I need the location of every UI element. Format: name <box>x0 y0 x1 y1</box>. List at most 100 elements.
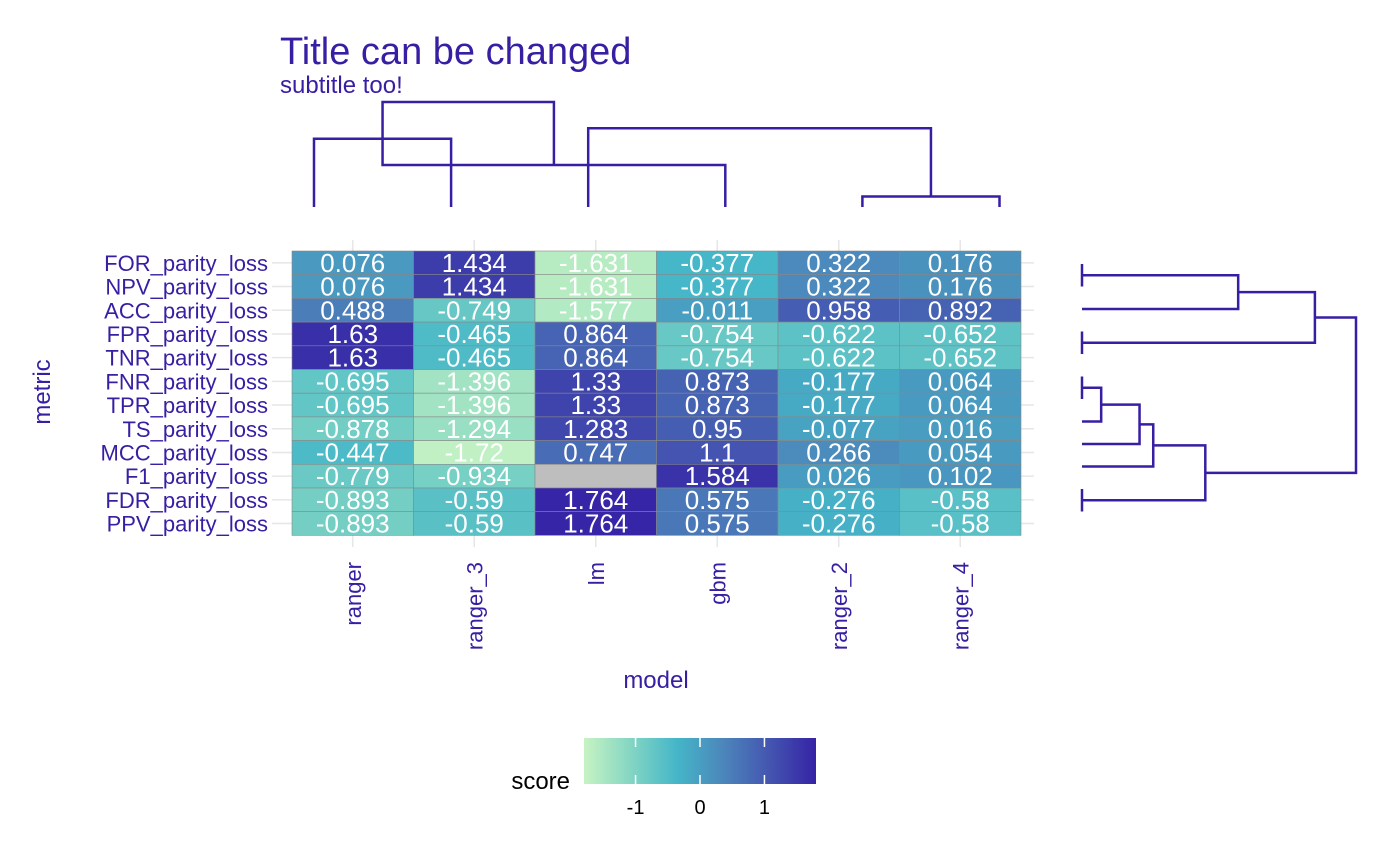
cell-value-label: -1.396 <box>437 366 511 396</box>
y-tick-label: MCC_parity_loss <box>101 440 269 465</box>
dendrogram-branch <box>586 127 933 207</box>
x-tick-label: lm <box>584 562 609 585</box>
cell-value-label: -0.779 <box>316 461 390 491</box>
cell-value-label: -0.011 <box>681 295 753 325</box>
cell-value-label: -0.622 <box>802 343 876 373</box>
cell-value-label: 0.864 <box>563 319 628 349</box>
dendrogram-branch <box>1082 403 1141 446</box>
y-axis-title: metric <box>29 359 56 424</box>
x-axis-title: model <box>623 667 688 694</box>
cell-value-label: 1.63 <box>327 319 378 349</box>
legend-title: score <box>511 768 570 795</box>
y-tick-label: ACC_parity_loss <box>104 298 268 323</box>
dendrogram-branch <box>1082 274 1240 311</box>
cell-value-label: -0.377 <box>680 248 754 278</box>
chart-subtitle: subtitle too! <box>280 72 403 99</box>
cell-value-label: -0.934 <box>437 461 511 491</box>
y-tick-label: F1_parity_loss <box>125 464 268 489</box>
cell-value-label: -1.396 <box>437 390 511 420</box>
cell-value-label: -0.622 <box>802 319 876 349</box>
y-tick-label: TS_parity_loss <box>122 417 268 442</box>
cell-value-label: 0.488 <box>320 295 385 325</box>
cell-value-label: -0.652 <box>923 319 997 349</box>
legend-tick-label: -1 <box>627 797 645 819</box>
cell-value-label: 1.33 <box>570 366 621 396</box>
cell-value-label: 0.076 <box>320 248 385 278</box>
dendrogram-branch <box>1082 423 1155 468</box>
cell-value-label: -0.077 <box>802 414 876 444</box>
cell-value-label: 0.266 <box>806 437 871 467</box>
heatmap-cell <box>899 511 1022 536</box>
cell-value-label: 0.864 <box>563 343 628 373</box>
cell-value-label: 1.434 <box>442 248 507 278</box>
cell-value-label: -1.631 <box>559 272 633 302</box>
cell-value-label: -0.377 <box>680 272 754 302</box>
heatmap-cell-labels: 0.076 1.434 -1.631 -0.377 0.322 0.176 0.076 1.4… <box>316 248 997 539</box>
cell-value-label: -0.58 <box>931 509 990 539</box>
cell-value-label: 0.873 <box>685 366 750 396</box>
cell-value-label: 0.054 <box>928 437 993 467</box>
legend-ticks: -1 0 1 <box>627 738 770 819</box>
heatmap-cells <box>291 250 1022 536</box>
cell-value-label: 1.63 <box>327 343 378 373</box>
cell-value-label: -1.577 <box>559 295 633 325</box>
dendrogram-branch <box>861 195 1001 207</box>
dendrogram-branch <box>1082 444 1207 502</box>
y-axis-tick-labels: FOR_parity_lossNPV_parity_lossACC_parity… <box>101 251 269 537</box>
cell-value-label: 1.584 <box>685 461 750 491</box>
cell-value-label: 1.764 <box>563 485 628 515</box>
cell-value-label: 0.322 <box>806 248 871 278</box>
cell-value-label: 0.026 <box>806 461 871 491</box>
cell-value-label: -0.447 <box>316 437 390 467</box>
cell-value-label: 0.747 <box>563 437 628 467</box>
legend-tick-label: 0 <box>694 797 705 819</box>
y-tick-label: FDR_parity_loss <box>105 488 268 513</box>
x-tick-label: gbm <box>705 562 730 605</box>
cell-value-label: 0.076 <box>320 272 385 302</box>
cell-value-label: 0.176 <box>928 272 993 302</box>
cell-value-label: 1.434 <box>442 272 507 302</box>
y-tick-label: FOR_parity_loss <box>104 251 268 276</box>
y-tick-label: TNR_parity_loss <box>105 346 268 371</box>
cell-value-label: -0.59 <box>445 485 504 515</box>
x-tick-label: ranger <box>341 562 366 626</box>
cell-value-label: -0.749 <box>437 295 511 325</box>
cell-value-label: 0.064 <box>928 390 993 420</box>
y-tick-label: PPV_parity_loss <box>107 512 268 537</box>
y-tick-label: TPR_parity_loss <box>107 393 268 418</box>
cell-value-label: -0.893 <box>316 485 390 515</box>
x-tick-label: ranger_4 <box>948 562 973 650</box>
column-dendrogram <box>312 100 1001 207</box>
cell-value-label: -0.276 <box>802 485 876 515</box>
cell-value-label: -1.294 <box>437 414 511 444</box>
cell-value-label: -0.465 <box>437 319 511 349</box>
y-tick-label: FNR_parity_loss <box>105 369 268 394</box>
cell-value-label: -0.652 <box>923 343 997 373</box>
color-legend: score -1 0 1 <box>511 738 816 819</box>
cell-value-label: -0.465 <box>437 343 511 373</box>
dendrogram-branch <box>1082 290 1317 344</box>
cell-value-label: -0.59 <box>445 509 504 539</box>
row-dendrogram <box>1080 264 1358 512</box>
cell-value-label: -0.695 <box>316 366 390 396</box>
cell-value-label: -0.754 <box>680 343 754 373</box>
cell-value-label: -0.177 <box>802 366 876 396</box>
cell-value-label: -0.754 <box>680 319 754 349</box>
cell-value-label: 0.176 <box>928 248 993 278</box>
cell-value-label: 1.1 <box>699 437 735 467</box>
cell-value-label: 1.283 <box>563 414 628 444</box>
legend-tick-label: 1 <box>759 797 770 819</box>
cell-value-label: 0.575 <box>685 485 750 515</box>
cell-value-label: -0.893 <box>316 509 390 539</box>
cell-value-label: 1.33 <box>570 390 621 420</box>
cell-value-label: 0.322 <box>806 272 871 302</box>
cell-value-label: -0.276 <box>802 509 876 539</box>
y-tick-label: FPR_parity_loss <box>107 322 268 347</box>
cell-value-label: 0.016 <box>928 414 993 444</box>
cell-value-label: -0.177 <box>802 390 876 420</box>
cell-value-label: 0.064 <box>928 366 993 396</box>
cell-value-label: 0.873 <box>685 390 750 420</box>
cell-value-label: 0.892 <box>928 295 993 325</box>
dendrogram-branch <box>1205 316 1358 475</box>
x-tick-label: ranger_3 <box>462 562 487 650</box>
